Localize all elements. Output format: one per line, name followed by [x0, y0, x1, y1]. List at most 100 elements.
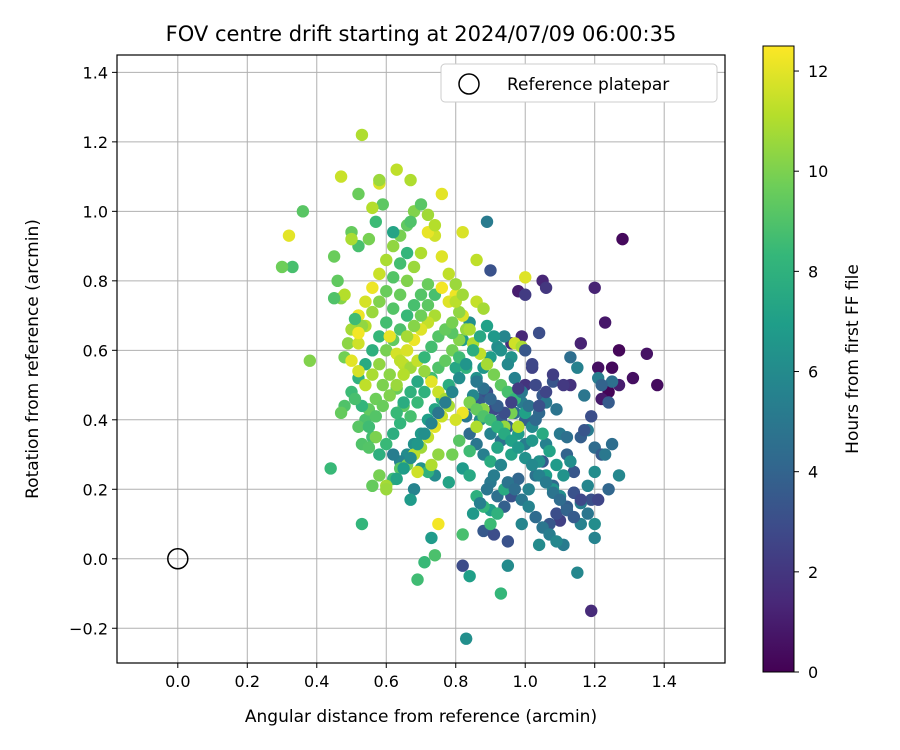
- scatter-point: [334, 170, 348, 183]
- scatter-point: [387, 302, 400, 315]
- scatter-point: [588, 517, 601, 531]
- scatter-point: [591, 493, 605, 506]
- y-tick-label: 0.2: [83, 480, 108, 499]
- scatter-point: [393, 288, 407, 301]
- scatter-point: [525, 458, 539, 472]
- colorbar-tick-label: 10: [808, 162, 828, 181]
- scatter-point: [404, 493, 417, 506]
- scatter-point: [380, 316, 393, 329]
- scatter-point: [498, 330, 511, 343]
- scatter-point: [387, 239, 400, 253]
- x-tick-label: 0.2: [235, 672, 260, 691]
- colorbar-label: Hours from first FF file: [843, 264, 863, 454]
- chart-title: FOV centre drift starting at 2024/07/09 …: [166, 22, 677, 46]
- scatter-point: [383, 368, 396, 381]
- scatter-point: [404, 385, 417, 399]
- scatter-point: [612, 469, 626, 482]
- scatter-point: [435, 281, 449, 294]
- y-tick-label: 0.8: [83, 272, 108, 291]
- scatter-point: [407, 260, 421, 274]
- scatter-point: [393, 417, 407, 430]
- scatter-point: [473, 330, 487, 343]
- scatter-point: [539, 385, 553, 399]
- scatter-point: [366, 201, 379, 215]
- scatter-point: [446, 385, 459, 399]
- scatter-point: [539, 476, 553, 489]
- scatter-point: [373, 267, 386, 281]
- scatter-point: [390, 472, 403, 486]
- scatter-point: [605, 361, 619, 374]
- scatter-point: [626, 371, 640, 385]
- scatter-point: [355, 517, 369, 531]
- scatter-point: [428, 219, 442, 232]
- colorbar-tick-label: 12: [808, 62, 828, 81]
- y-axis-ticks: −0.2 0.0 0.2 0.4 0.6 0.8 1.0 1.2 1.4: [69, 63, 117, 638]
- scatter-point: [345, 354, 358, 367]
- scatter-point: [616, 232, 629, 246]
- scatter-point: [352, 364, 365, 378]
- scatter-point: [449, 361, 462, 374]
- scatter-point: [501, 358, 515, 371]
- scatter-point: [529, 378, 542, 392]
- scatter-point: [425, 375, 438, 388]
- scatter-point: [598, 316, 612, 329]
- scatter-point: [380, 483, 393, 496]
- scatter-point: [418, 364, 431, 378]
- scatter-point: [588, 531, 601, 545]
- scatter-point: [588, 465, 601, 479]
- scatter-point: [529, 413, 542, 426]
- scatter-point: [432, 517, 445, 531]
- scatter-point: [421, 278, 435, 291]
- scatter-point: [519, 344, 532, 357]
- scatter-point: [393, 257, 407, 270]
- scatter-point: [494, 587, 508, 600]
- scatter-point: [588, 281, 601, 294]
- scatter-point: [366, 368, 379, 381]
- colorbar-tick-label: 8: [808, 262, 818, 281]
- scatter-point: [598, 448, 612, 461]
- scatter-point: [536, 427, 549, 440]
- scatter-point: [327, 292, 341, 305]
- scatter-point: [550, 535, 563, 548]
- scatter-point: [480, 483, 494, 496]
- x-tick-label: 0.0: [165, 672, 190, 691]
- scatter-point: [550, 507, 563, 520]
- scatter-point: [341, 337, 355, 350]
- scatter-point: [390, 163, 403, 176]
- scatter-point: [428, 549, 442, 562]
- reference-platepar-marker: [167, 548, 189, 570]
- scatter-point: [324, 462, 337, 475]
- scatter-point: [359, 378, 372, 392]
- scatter-point: [446, 316, 459, 329]
- scatter-point: [612, 344, 626, 357]
- colorbar-ticks: 0 2 4 6 8 10 12: [794, 62, 828, 682]
- scatter-point: [407, 298, 421, 312]
- scatter-point: [602, 483, 615, 496]
- scatter-point: [362, 232, 376, 246]
- scatter-point: [525, 434, 539, 447]
- scatter-point: [373, 173, 386, 187]
- scatter-point: [456, 225, 469, 239]
- scatter-point: [470, 420, 483, 433]
- scatter-point: [390, 406, 403, 420]
- scatter-point: [446, 448, 459, 461]
- scatter-point: [421, 298, 435, 312]
- scatter-point: [491, 441, 504, 454]
- colorbar-tick-label: 0: [808, 663, 818, 682]
- scatter-point: [414, 288, 428, 301]
- scatter-point: [407, 483, 421, 496]
- scatter-point: [442, 476, 455, 489]
- scatter-point: [595, 378, 608, 392]
- legend-reference-marker: [458, 73, 480, 95]
- scatter-point: [442, 267, 455, 281]
- scatter-point: [425, 340, 438, 354]
- scatter-point: [397, 396, 410, 409]
- scatter-point: [345, 232, 358, 246]
- scatter-point: [414, 246, 428, 260]
- scatter-point: [585, 410, 598, 423]
- scatter-point: [439, 354, 452, 367]
- scatter-point: [456, 559, 469, 572]
- scatter-point: [373, 448, 386, 461]
- scatter-point: [369, 410, 383, 423]
- scatter-point: [494, 458, 508, 472]
